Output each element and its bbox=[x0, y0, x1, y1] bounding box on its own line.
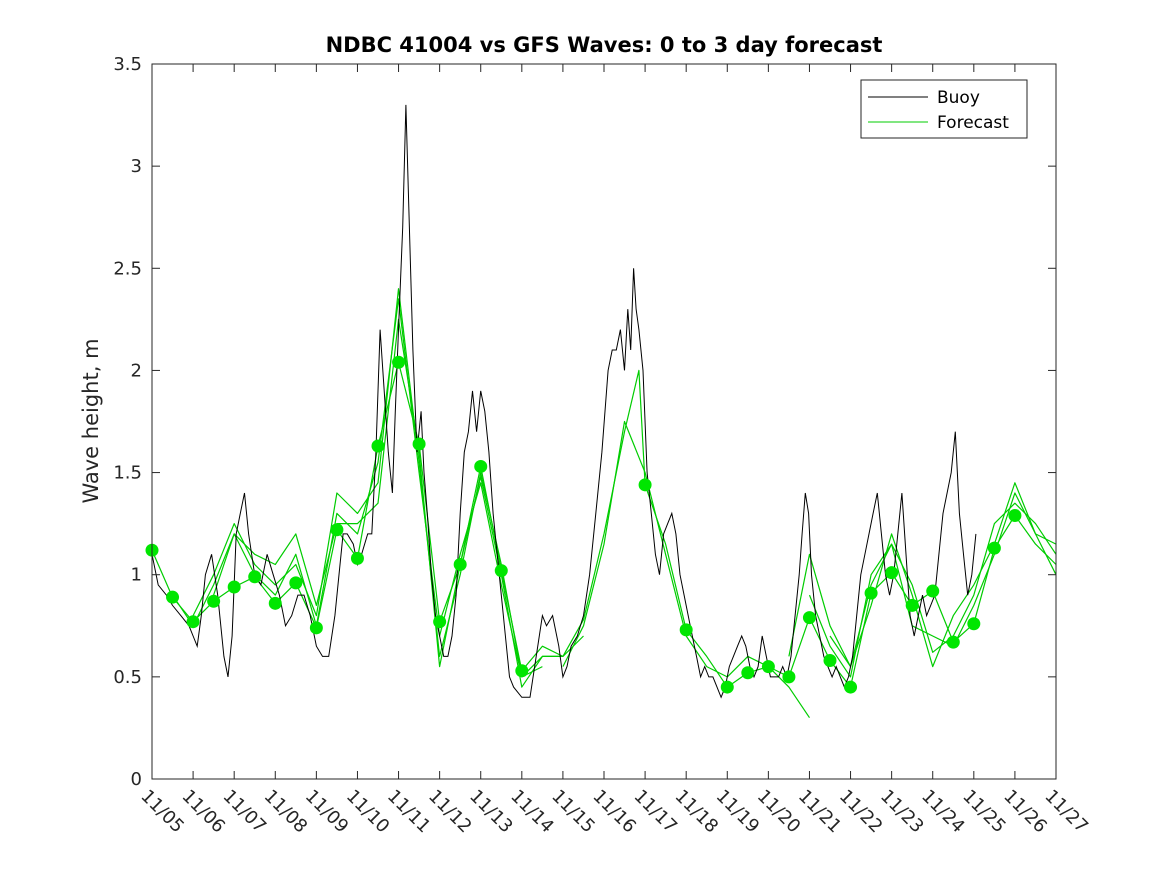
forecast-marker bbox=[248, 570, 262, 584]
x-tick-label: 11/24 bbox=[917, 786, 969, 838]
forecast-marker bbox=[515, 664, 529, 678]
forecast-marker bbox=[802, 611, 816, 625]
forecast-marker bbox=[782, 670, 796, 684]
y-axis-label: Wave height, m bbox=[79, 338, 103, 503]
y-tick-label: 1.5 bbox=[113, 463, 142, 484]
forecast-marker bbox=[207, 594, 221, 608]
x-tick-label: 11/19 bbox=[712, 786, 764, 838]
forecast-marker bbox=[823, 654, 837, 668]
forecast-marker bbox=[330, 523, 344, 537]
legend-forecast-label: Forecast bbox=[937, 113, 1009, 133]
forecast-marker bbox=[186, 615, 200, 629]
x-tick-label: 11/14 bbox=[506, 786, 558, 838]
forecast-marker bbox=[268, 596, 282, 610]
x-tick-label: 11/20 bbox=[753, 786, 805, 838]
forecast-marker bbox=[638, 478, 652, 492]
forecast-marker bbox=[885, 566, 899, 580]
forecast-line bbox=[808, 502, 1057, 678]
buoy-line-group bbox=[151, 104, 977, 699]
forecast-marker bbox=[679, 623, 693, 637]
forecast-marker bbox=[987, 541, 1001, 555]
forecast-marker bbox=[227, 580, 241, 594]
x-tick-label: 11/15 bbox=[547, 786, 599, 838]
forecast-marker bbox=[761, 660, 775, 674]
y-tick-label: 0.5 bbox=[113, 667, 142, 688]
forecast-marker bbox=[741, 666, 755, 680]
y-tick-label: 3.5 bbox=[113, 54, 142, 75]
x-tick-label: 11/10 bbox=[342, 786, 394, 838]
forecast-marker bbox=[926, 584, 940, 598]
forecast-marker bbox=[412, 437, 426, 451]
y-axis: 0 0.5 1 1.5 2 2.5 3 3.5 bbox=[113, 54, 1056, 790]
x-tick-label: 11/23 bbox=[876, 786, 928, 838]
forecast-marker bbox=[433, 615, 447, 629]
forecast-marker bbox=[289, 576, 303, 590]
x-tick-label: 11/11 bbox=[383, 786, 435, 838]
forecast-marker bbox=[494, 564, 508, 578]
x-tick-label: 11/18 bbox=[671, 786, 723, 838]
forecast-marker bbox=[453, 558, 467, 571]
forecast-marker bbox=[905, 598, 919, 612]
legend-box bbox=[860, 79, 1028, 139]
x-tick-label: 11/07 bbox=[219, 786, 271, 838]
x-tick-label: 11/27 bbox=[1040, 786, 1092, 838]
forecast-marker bbox=[392, 355, 406, 369]
x-tick-label: 11/26 bbox=[999, 786, 1051, 838]
x-tick-label: 11/12 bbox=[424, 786, 476, 838]
forecast-marker bbox=[1008, 508, 1022, 522]
x-tick-label: 11/25 bbox=[958, 786, 1010, 838]
y-tick-label: 1 bbox=[131, 565, 142, 586]
forecast-markers bbox=[145, 355, 1022, 694]
buoy-line bbox=[151, 104, 977, 699]
legend-buoy-label: Buoy bbox=[937, 88, 980, 108]
y-tick-label: 2.5 bbox=[113, 258, 142, 279]
forecast-marker bbox=[720, 680, 734, 694]
x-tick-label: 11/21 bbox=[794, 786, 846, 838]
x-tick-label: 11/13 bbox=[465, 786, 517, 838]
x-tick-label: 11/05 bbox=[136, 786, 188, 838]
forecast-marker bbox=[371, 439, 385, 453]
x-tick-label: 11/22 bbox=[835, 786, 887, 838]
forecast-marker bbox=[474, 459, 488, 473]
x-tick-label: 11/08 bbox=[260, 786, 312, 838]
forecast-marker bbox=[166, 590, 180, 604]
forecast-marker bbox=[350, 551, 364, 565]
forecast-line bbox=[829, 482, 1057, 668]
plot-area bbox=[145, 63, 1057, 780]
forecast-marker bbox=[967, 617, 981, 631]
x-tick-label: 11/06 bbox=[178, 786, 230, 838]
legend: Buoy Forecast bbox=[860, 79, 1028, 139]
forecast-marker bbox=[864, 586, 878, 600]
forecast-marker bbox=[946, 635, 960, 649]
forecast-marker bbox=[844, 680, 858, 694]
forecast-marker bbox=[309, 621, 323, 635]
x-tick-label: 11/17 bbox=[630, 786, 682, 838]
y-tick-label: 0 bbox=[131, 769, 142, 790]
y-tick-label: 2 bbox=[131, 360, 142, 381]
chart-title: NDBC 41004 vs GFS Waves: 0 to 3 day fore… bbox=[326, 33, 883, 57]
x-tick-label: 11/09 bbox=[301, 786, 353, 838]
x-tick-label: 11/16 bbox=[588, 786, 640, 838]
y-tick-label: 3 bbox=[131, 156, 142, 177]
